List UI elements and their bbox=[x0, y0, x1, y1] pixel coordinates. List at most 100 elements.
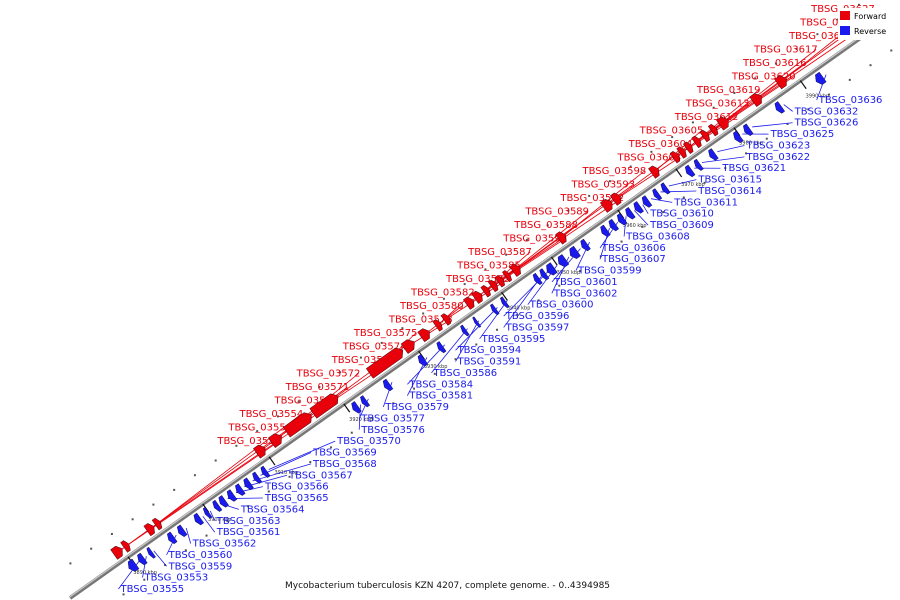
forward-gene[interactable] bbox=[699, 129, 711, 143]
reverse-gene[interactable] bbox=[137, 552, 148, 566]
reverse-gene[interactable] bbox=[436, 341, 447, 354]
gene-label[interactable]: TBSG_03601 bbox=[553, 277, 618, 288]
gene-label[interactable]: TBSG_03578 bbox=[388, 315, 453, 326]
gene-label[interactable]: TBSG_03575 bbox=[353, 328, 418, 339]
gene-label[interactable]: TBSG_03606 bbox=[601, 243, 666, 254]
gene-label[interactable]: TBSG_03570 bbox=[336, 436, 401, 447]
forward-gene[interactable] bbox=[494, 275, 505, 288]
gene-label[interactable]: TBSG_03620 bbox=[731, 72, 796, 83]
reverse-gene[interactable] bbox=[641, 195, 653, 208]
reverse-gene[interactable] bbox=[193, 512, 205, 526]
reverse-gene[interactable] bbox=[500, 296, 510, 309]
gene-label[interactable]: TBSG_03608 bbox=[625, 231, 690, 242]
gene-label[interactable]: TBSG_03560 bbox=[168, 550, 233, 561]
forward-gene[interactable] bbox=[417, 328, 430, 343]
gene-label[interactable]: TBSG_03567 bbox=[288, 470, 353, 481]
reverse-gene[interactable] bbox=[252, 471, 263, 484]
reverse-gene[interactable] bbox=[569, 245, 581, 259]
gene-label[interactable]: TBSG_03612 bbox=[674, 112, 739, 123]
forward-gene[interactable] bbox=[309, 393, 339, 419]
gene-label[interactable]: TBSG_03598 bbox=[582, 166, 647, 177]
forward-gene[interactable] bbox=[267, 433, 282, 449]
reverse-gene[interactable] bbox=[243, 477, 254, 490]
reverse-gene[interactable] bbox=[460, 324, 470, 337]
gene-label[interactable]: TBSG_03599 bbox=[577, 266, 642, 277]
gene-label[interactable]: TBSG_03595 bbox=[481, 334, 546, 345]
forward-gene[interactable] bbox=[682, 141, 694, 155]
reverse-gene[interactable] bbox=[557, 254, 570, 268]
gene-label[interactable]: TBSG_03617 bbox=[753, 45, 818, 56]
forward-gene[interactable] bbox=[509, 263, 521, 277]
gene-label[interactable]: TBSG_03577 bbox=[360, 413, 425, 424]
forward-gene[interactable] bbox=[555, 231, 567, 245]
reverse-gene[interactable] bbox=[652, 188, 663, 201]
forward-gene[interactable] bbox=[471, 290, 483, 304]
gene-label[interactable]: TBSG_03585 bbox=[456, 261, 521, 272]
gene-label[interactable]: TBSG_03555 bbox=[119, 584, 184, 595]
gene-label[interactable]: TBSG_03581 bbox=[408, 391, 473, 402]
gene-label[interactable]: TBSG_03580 bbox=[399, 301, 464, 312]
gene-label[interactable]: TBSG_03587 bbox=[467, 247, 532, 258]
reverse-gene[interactable] bbox=[660, 182, 671, 195]
gene-label[interactable]: TBSG_03591 bbox=[457, 357, 522, 368]
gene-label[interactable]: TBSG_03590 bbox=[502, 234, 567, 245]
forward-gene[interactable] bbox=[440, 313, 452, 326]
gene-label[interactable]: TBSG_03559 bbox=[168, 561, 233, 572]
reverse-gene[interactable] bbox=[226, 489, 238, 502]
gene-label[interactable]: TBSG_03562 bbox=[192, 539, 257, 550]
gene-label[interactable]: TBSG_03615 bbox=[697, 175, 762, 186]
reverse-gene[interactable] bbox=[743, 123, 754, 136]
forward-gene[interactable] bbox=[110, 545, 123, 560]
gene-label[interactable]: TBSG_03610 bbox=[649, 209, 714, 220]
forward-gene[interactable] bbox=[151, 517, 163, 531]
forward-gene[interactable] bbox=[463, 296, 475, 310]
gene-label[interactable]: TBSG_03602 bbox=[553, 288, 618, 299]
reverse-gene[interactable] bbox=[167, 531, 178, 545]
reverse-gene[interactable] bbox=[212, 499, 223, 512]
reverse-gene[interactable] bbox=[235, 483, 246, 496]
gene-label[interactable]: TBSG_03624 bbox=[799, 18, 864, 29]
reverse-gene[interactable] bbox=[127, 558, 140, 572]
gene-label[interactable]: TBSG_03605 bbox=[639, 126, 704, 137]
gene-label[interactable]: TBSG_03574 bbox=[342, 342, 407, 353]
forward-gene[interactable] bbox=[365, 347, 404, 379]
forward-gene[interactable] bbox=[716, 116, 729, 131]
reverse-gene[interactable] bbox=[684, 164, 696, 178]
gene-label[interactable]: TBSG_03565 bbox=[264, 493, 329, 504]
forward-gene[interactable] bbox=[432, 319, 443, 332]
gene-label[interactable]: TBSG_03613 bbox=[685, 99, 750, 110]
forward-gene[interactable] bbox=[143, 523, 155, 537]
gene-label[interactable]: TBSG_03558 bbox=[274, 396, 339, 407]
forward-gene[interactable] bbox=[487, 279, 499, 293]
reverse-gene[interactable] bbox=[708, 148, 719, 161]
gene-label[interactable]: TBSG_03579 bbox=[384, 402, 449, 413]
gene-label[interactable]: TBSG_03556 bbox=[227, 423, 292, 434]
gene-label[interactable]: TBSG_03594 bbox=[457, 345, 522, 356]
reverse-gene[interactable] bbox=[202, 506, 213, 519]
gene-label[interactable]: TBSG_03564 bbox=[240, 504, 305, 515]
gene-label[interactable]: TBSG_03611 bbox=[673, 197, 738, 208]
reverse-gene[interactable] bbox=[539, 268, 550, 281]
reverse-gene[interactable] bbox=[417, 354, 429, 367]
gene-label[interactable]: TBSG_03561 bbox=[216, 527, 281, 538]
gene-label[interactable]: TBSG_03582 bbox=[410, 288, 475, 299]
reverse-gene[interactable] bbox=[733, 130, 744, 144]
reverse-gene[interactable] bbox=[472, 316, 482, 328]
gene-label[interactable]: TBSG_03583 bbox=[445, 274, 510, 285]
gene-label[interactable]: TBSG_03571 bbox=[285, 382, 350, 393]
reverse-gene[interactable] bbox=[382, 378, 394, 392]
gene-label[interactable]: TBSG_03589 bbox=[524, 207, 589, 218]
reverse-gene[interactable] bbox=[260, 465, 271, 478]
gene-label[interactable]: TBSG_03593 bbox=[570, 180, 635, 191]
reverse-gene[interactable] bbox=[693, 158, 704, 171]
reverse-gene[interactable] bbox=[608, 218, 620, 232]
gene-label[interactable]: TBSG_03588 bbox=[513, 220, 578, 231]
reverse-gene[interactable] bbox=[360, 395, 371, 408]
gene-label[interactable]: TBSG_03572 bbox=[296, 369, 361, 380]
reverse-gene[interactable] bbox=[580, 238, 591, 252]
gene-label[interactable]: TBSG_03619 bbox=[696, 85, 761, 96]
gene-label[interactable]: TBSG_03614 bbox=[697, 186, 762, 197]
reverse-gene[interactable] bbox=[546, 262, 558, 276]
gene-label[interactable]: TBSG_03625 bbox=[770, 129, 835, 140]
forward-gene[interactable] bbox=[480, 285, 491, 298]
